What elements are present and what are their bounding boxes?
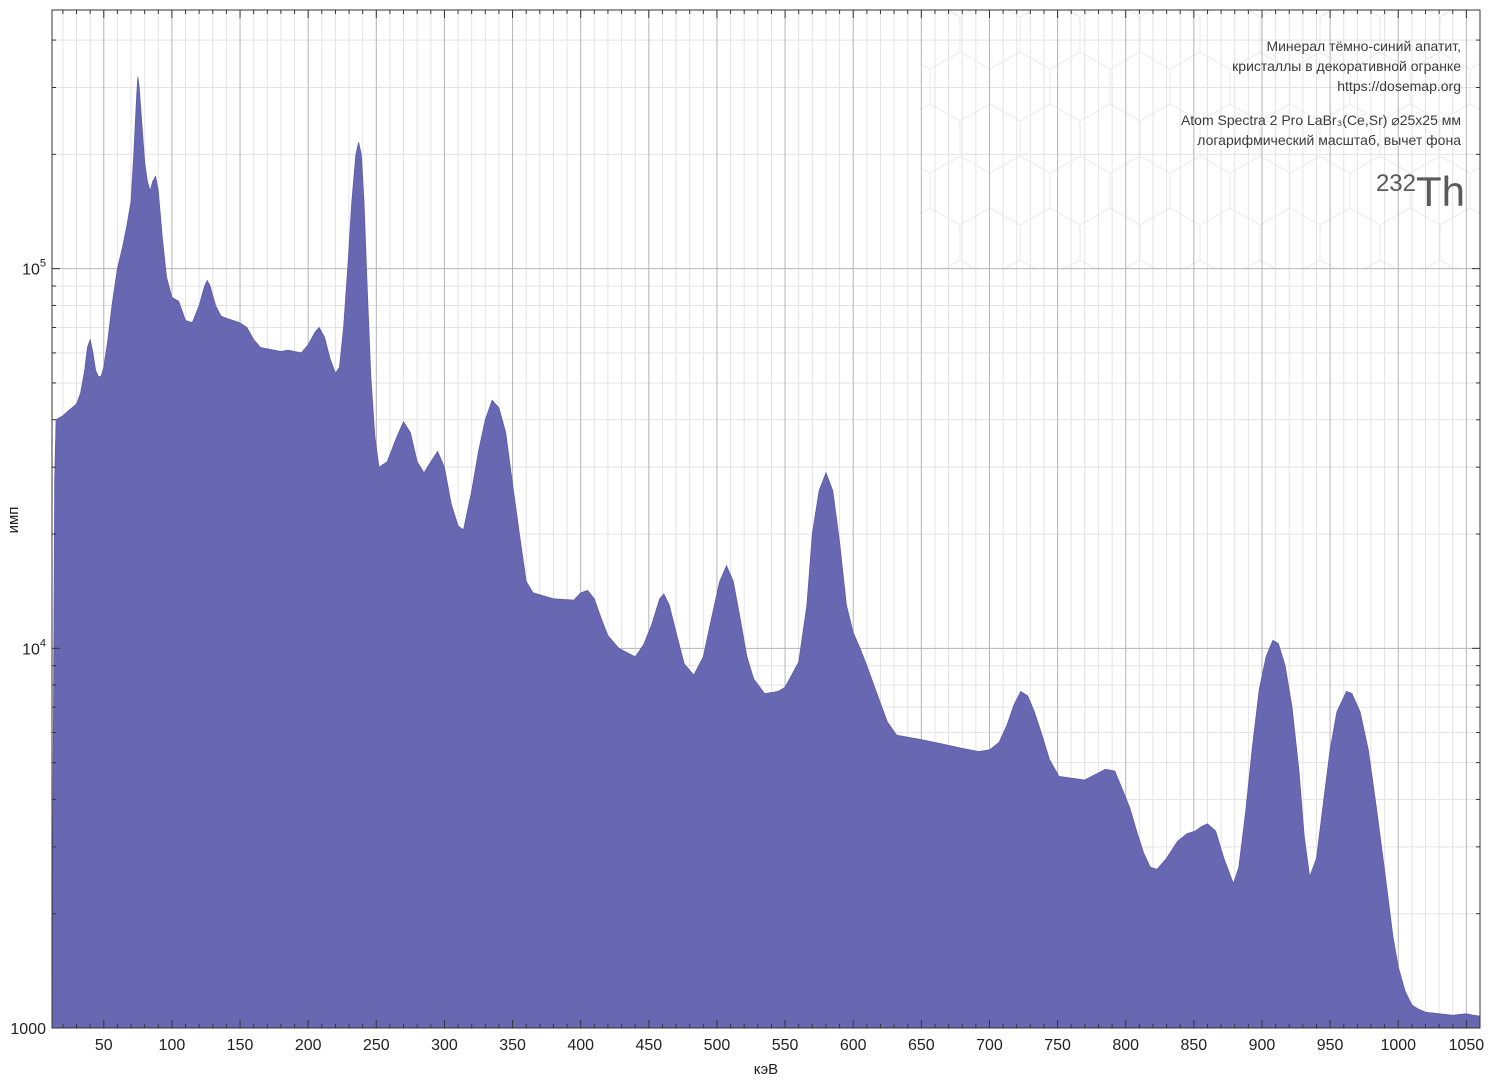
x-tick-label: 900: [1249, 1037, 1276, 1054]
y-tick-labels: 1000 104 105: [10, 258, 46, 1038]
info-line-scale: логарифмический масштаб, вычет фона: [1197, 132, 1461, 148]
info-line-url: https://dosemap.org: [1337, 78, 1461, 94]
plot-frame: [51, 9, 1481, 1029]
y-axis-title: имп: [5, 507, 22, 534]
x-tick-label: 800: [1112, 1037, 1139, 1054]
info-line-crystals: кристаллы в декоративной огранке: [1232, 58, 1461, 74]
x-tick-label: 1050: [1449, 1037, 1485, 1054]
x-tick-label: 750: [1044, 1037, 1071, 1054]
spectrum-area-layer: [51, 76, 1481, 1029]
x-tick-label: 100: [159, 1037, 186, 1054]
x-tick-label: 50: [95, 1037, 113, 1054]
isotope-mass: 232: [1375, 170, 1416, 197]
x-tick-label: 400: [567, 1037, 594, 1054]
x-tick-label: 250: [363, 1037, 390, 1054]
info-line-detector: Atom Spectra 2 Pro LaBr₃(Ce,Sr) ⌀25x25 м…: [1180, 112, 1461, 128]
isotope-label: 232Th: [1376, 168, 1465, 216]
x-tick-label: 350: [499, 1037, 526, 1054]
plot-border: [51, 9, 1481, 1029]
y-tick-label: 104: [22, 637, 46, 658]
spectrum-area: [51, 76, 1481, 1029]
x-tick-label: 200: [295, 1037, 322, 1054]
x-tick-label: 700: [976, 1037, 1003, 1054]
x-tick-label: 150: [227, 1037, 254, 1054]
x-tick-label: 850: [1181, 1037, 1208, 1054]
y-tick-label: 1000: [10, 1021, 46, 1038]
x-tick-label: 500: [704, 1037, 731, 1054]
y-tick-label: 105: [22, 258, 46, 279]
x-tick-label: 950: [1317, 1037, 1344, 1054]
x-tick-labels: 50 100 150 200 250 300 350 400 450 500 550 600 650 70…: [95, 1037, 1484, 1054]
info-line-mineral: Минерал тёмно-синий апатит,: [1266, 38, 1461, 54]
x-tick-label: 550: [772, 1037, 799, 1054]
hexagon-watermark: [920, 10, 1480, 270]
x-tick-label: 650: [908, 1037, 935, 1054]
x-tick-label: 300: [431, 1037, 458, 1054]
x-axis-title: кэВ: [754, 1061, 778, 1078]
isotope-symbol: Th: [1415, 168, 1465, 215]
chart-info-block: Минерал тёмно-синий апатит, кристаллы в …: [1181, 36, 1461, 150]
x-tick-label: 450: [635, 1037, 662, 1054]
x-tick-label: 600: [840, 1037, 867, 1054]
x-tick-label: 1000: [1380, 1037, 1416, 1054]
